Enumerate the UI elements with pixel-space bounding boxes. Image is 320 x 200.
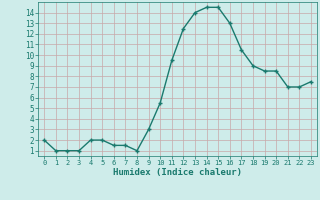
X-axis label: Humidex (Indice chaleur): Humidex (Indice chaleur) <box>113 168 242 177</box>
